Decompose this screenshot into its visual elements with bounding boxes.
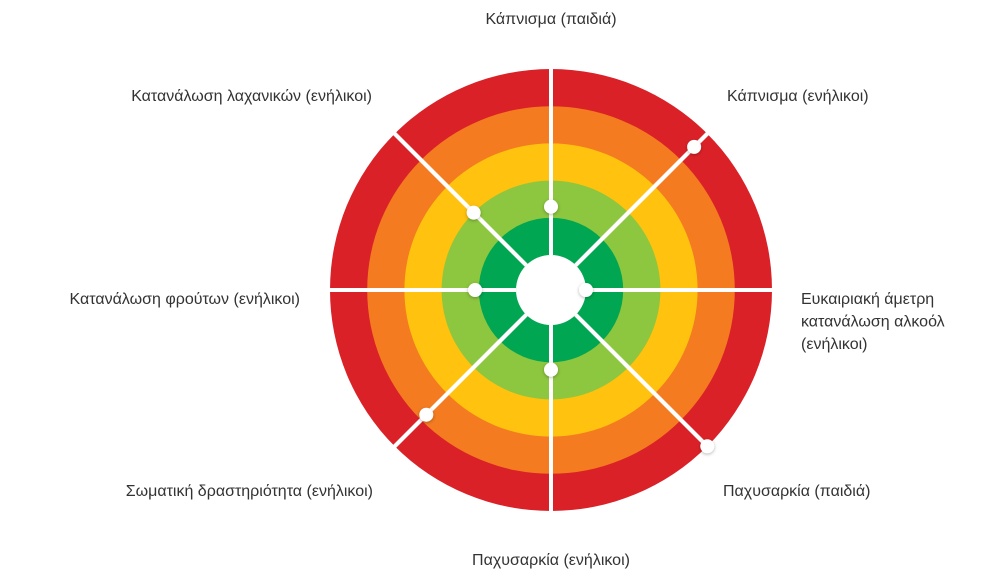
- axis-line: [574, 130, 711, 267]
- point: [544, 199, 558, 214]
- point: [579, 283, 593, 297]
- axis-label: Παχυσαρκία (ενήλικοι): [472, 552, 630, 569]
- point: [419, 407, 434, 422]
- point: [544, 362, 558, 377]
- axis-label: Κατανάλωση φρούτων (ενήλικοι): [70, 291, 300, 308]
- axis-label: Παχυσαρκία (παιδιά): [723, 483, 870, 500]
- axis-label: Κάπνισμα (ενήλικοι): [727, 88, 869, 105]
- point: [687, 139, 702, 154]
- axis-label: Κατανάλωση λαχανικών (ενήλικοι): [131, 88, 372, 105]
- axis-label: Σωματική δραστηριότητα (ενήλικοι): [126, 483, 373, 500]
- axis-line: [391, 130, 528, 267]
- axis-line: [574, 313, 711, 450]
- point: [700, 439, 715, 454]
- axis-line: [391, 313, 528, 450]
- axis-label: Κάπνισμα (παιδιά): [485, 11, 616, 28]
- axis-label: (ενήλικοι): [801, 336, 868, 353]
- point: [468, 283, 483, 297]
- point: [466, 205, 481, 220]
- center-hole: [516, 255, 586, 325]
- axis-label: κατανάλωση αλκοόλ: [801, 314, 945, 331]
- axis-label: Ευκαιριακή άμετρη: [801, 291, 934, 308]
